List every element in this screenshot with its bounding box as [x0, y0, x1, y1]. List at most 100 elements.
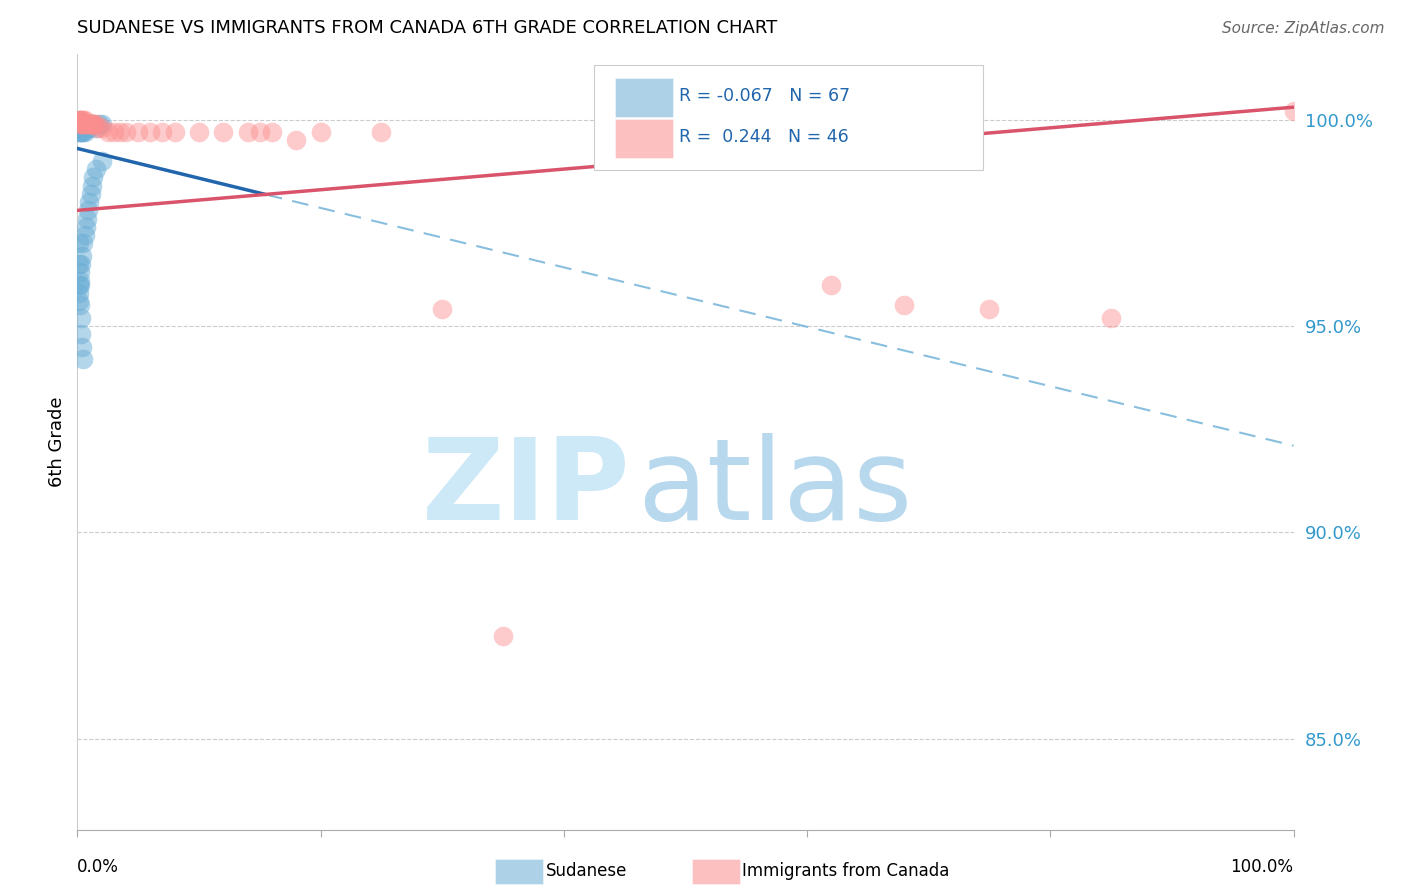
Point — [84, 120, 107, 135]
Point — [80, 186, 103, 201]
Point — [67, 277, 90, 292]
Point — [103, 125, 125, 139]
Point — [77, 117, 100, 131]
Text: Sudanese: Sudanese — [546, 863, 627, 880]
Point — [285, 133, 308, 147]
Point — [70, 310, 93, 325]
Text: Source: ZipAtlas.com: Source: ZipAtlas.com — [1222, 21, 1385, 36]
Point — [80, 178, 103, 193]
Point — [70, 340, 93, 354]
Point — [69, 125, 91, 139]
Text: R =  0.244   N = 46: R = 0.244 N = 46 — [679, 128, 849, 146]
Point — [67, 120, 90, 135]
Point — [70, 112, 93, 127]
Point — [75, 117, 97, 131]
Point — [747, 125, 769, 139]
Point — [69, 298, 91, 312]
Point — [73, 228, 96, 243]
Point — [97, 125, 120, 139]
Point — [72, 351, 94, 366]
Point — [80, 117, 103, 131]
Point — [80, 117, 103, 131]
Point — [69, 112, 91, 127]
Point — [76, 117, 98, 131]
Point — [70, 249, 93, 263]
Point — [69, 265, 91, 279]
Point — [73, 112, 96, 127]
Point — [70, 117, 93, 131]
Text: 0.0%: 0.0% — [77, 858, 120, 876]
Point — [79, 117, 101, 131]
Point — [492, 628, 515, 642]
FancyBboxPatch shape — [595, 65, 983, 170]
Point — [108, 125, 131, 139]
Point — [75, 219, 97, 234]
Point — [83, 117, 105, 131]
Point — [152, 125, 174, 139]
Point — [87, 120, 110, 135]
Text: 100.0%: 100.0% — [1230, 858, 1294, 876]
Point — [73, 117, 96, 131]
Point — [370, 125, 392, 139]
Point — [309, 125, 332, 139]
Point — [67, 257, 90, 271]
Text: Immigrants from Canada: Immigrants from Canada — [742, 863, 949, 880]
Point — [76, 117, 98, 131]
Y-axis label: 6th Grade: 6th Grade — [48, 396, 66, 487]
Point — [70, 125, 93, 139]
Point — [84, 117, 107, 131]
Point — [72, 112, 94, 127]
Point — [67, 120, 90, 135]
Point — [77, 117, 100, 131]
Point — [89, 117, 111, 131]
Point — [84, 162, 107, 177]
Point — [1099, 310, 1122, 325]
Point — [70, 120, 93, 135]
Point — [67, 117, 90, 131]
Point — [90, 120, 112, 135]
Point — [72, 125, 94, 139]
Point — [73, 120, 96, 135]
Point — [90, 117, 112, 131]
Text: R = -0.067   N = 67: R = -0.067 N = 67 — [679, 87, 851, 105]
Point — [69, 117, 91, 131]
Point — [72, 117, 94, 131]
Point — [260, 125, 283, 139]
Point — [70, 117, 93, 131]
Point — [70, 120, 93, 135]
Point — [70, 257, 93, 271]
Point — [69, 117, 91, 131]
Text: SUDANESE VS IMMIGRANTS FROM CANADA 6TH GRADE CORRELATION CHART: SUDANESE VS IMMIGRANTS FROM CANADA 6TH G… — [77, 19, 778, 37]
Point — [76, 211, 98, 226]
Point — [70, 117, 93, 131]
Point — [67, 285, 90, 300]
Point — [67, 236, 90, 251]
FancyBboxPatch shape — [614, 120, 673, 158]
Point — [72, 236, 94, 251]
Point — [70, 125, 93, 139]
Point — [67, 117, 90, 131]
Text: atlas: atlas — [637, 433, 912, 543]
Point — [69, 274, 91, 288]
FancyBboxPatch shape — [614, 78, 673, 117]
Point — [90, 153, 112, 168]
Point — [1282, 104, 1305, 119]
Point — [70, 117, 93, 131]
Point — [72, 117, 94, 131]
Point — [188, 125, 211, 139]
Point — [82, 117, 104, 131]
Point — [70, 117, 93, 131]
Point — [73, 117, 96, 131]
Point — [430, 302, 453, 317]
Point — [72, 120, 94, 135]
Point — [75, 120, 97, 135]
Point — [212, 125, 235, 139]
Point — [67, 294, 90, 309]
Point — [893, 298, 915, 312]
Text: ZIP: ZIP — [422, 433, 631, 543]
Point — [82, 117, 104, 131]
Point — [82, 170, 104, 185]
Point — [73, 125, 96, 139]
Point — [69, 117, 91, 131]
Point — [236, 125, 259, 139]
